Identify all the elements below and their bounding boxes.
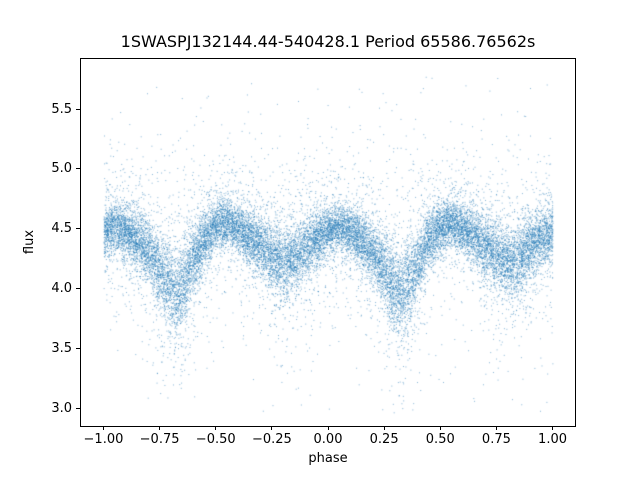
x-tick-label: 0.25 xyxy=(369,432,399,447)
x-tick-label: 0.00 xyxy=(313,432,343,447)
y-tick-label: 3.0 xyxy=(51,400,72,416)
scatter-canvas xyxy=(81,59,575,426)
x-tick-mark xyxy=(383,426,385,430)
x-axis-label: phase xyxy=(308,451,348,466)
y-tick-mark xyxy=(76,347,80,349)
y-tick-label: 3.5 xyxy=(51,340,72,356)
x-tick-label: −0.50 xyxy=(195,432,236,447)
y-tick-mark xyxy=(76,407,80,409)
y-tick-mark xyxy=(76,228,80,230)
x-tick-label: 0.50 xyxy=(425,432,455,447)
x-tick-mark xyxy=(215,426,217,430)
x-tick-mark xyxy=(552,426,554,430)
y-tick-mark xyxy=(76,108,80,110)
x-tick-mark xyxy=(439,426,441,430)
y-tick-label: 4.5 xyxy=(51,221,72,237)
x-tick-mark xyxy=(102,426,104,430)
x-tick-mark xyxy=(271,426,273,430)
y-tick-label: 5.0 xyxy=(51,161,72,177)
x-tick-label: 0.75 xyxy=(481,432,511,447)
x-tick-mark xyxy=(495,426,497,430)
y-tick-label: 5.5 xyxy=(51,101,72,117)
x-tick-label: −0.25 xyxy=(251,432,292,447)
y-tick-label: 4.0 xyxy=(51,281,72,297)
plot-area xyxy=(80,58,576,427)
y-tick-mark xyxy=(76,168,80,170)
chart-title: 1SWASPJ132144.44-540428.1 Period 65586.7… xyxy=(120,32,536,51)
x-tick-label: 1.00 xyxy=(538,432,568,447)
x-tick-label: −1.00 xyxy=(83,432,124,447)
x-tick-label: −0.75 xyxy=(139,432,180,447)
y-tick-mark xyxy=(76,288,80,290)
x-tick-mark xyxy=(327,426,329,430)
x-tick-mark xyxy=(159,426,161,430)
